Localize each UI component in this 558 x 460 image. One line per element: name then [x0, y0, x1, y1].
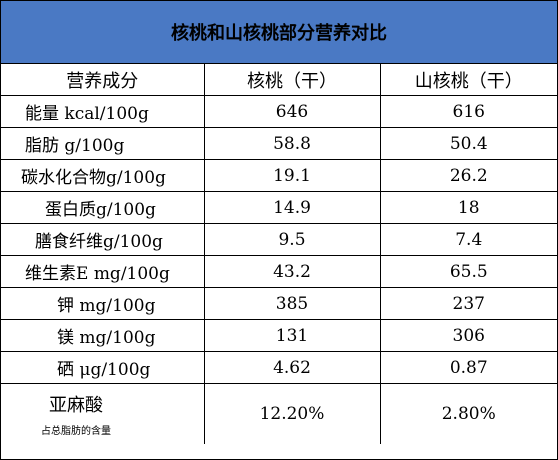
row-label: 膳食纤维g/100g [1, 223, 205, 256]
row-label-cell: 亚麻酸 占总脂肪的含量 [1, 383, 205, 444]
table-row: 维生素E mg/100g 43.2 65.5 [1, 255, 557, 288]
row-label: 能量 kcal/100g [1, 95, 205, 128]
pecan-value: 7.4 [379, 223, 557, 256]
walnut-value: 58.8 [203, 127, 381, 160]
walnut-value: 43.2 [203, 255, 381, 288]
walnut-value: 19.1 [203, 159, 381, 192]
table-row: 膳食纤维g/100g 9.5 7.4 [1, 223, 557, 256]
row-note: 占总脂肪的含量 [41, 426, 111, 437]
header-walnut: 核桃（干） [203, 64, 381, 96]
row-label: 亚麻酸 [49, 395, 103, 416]
pecan-value: 306 [379, 319, 557, 352]
row-label: 蛋白质g/100g [1, 191, 205, 224]
nutrition-table: 营养成分 核桃（干） 山核桃（干） 能量 kcal/100g 646 616 脂… [1, 64, 557, 444]
table-title-bar: 核桃和山核桃部分营养对比 [1, 1, 557, 64]
pecan-value: 26.2 [379, 159, 557, 192]
table-row: 硒 μg/100g 4.62 0.87 [1, 351, 557, 384]
row-label: 镁 mg/100g [1, 319, 205, 352]
row-label: 维生素E mg/100g [1, 255, 205, 288]
walnut-value: 12.20% [203, 383, 381, 444]
pecan-value: 65.5 [379, 255, 557, 288]
walnut-value: 385 [203, 287, 381, 320]
walnut-value: 646 [203, 95, 381, 128]
pecan-value: 2.80% [379, 383, 557, 444]
table-row-linolenic: 亚麻酸 占总脂肪的含量 12.20% 2.80% [1, 383, 557, 444]
table-title: 核桃和山核桃部分营养对比 [171, 23, 387, 44]
walnut-value: 14.9 [203, 191, 381, 224]
table-row: 钾 mg/100g 385 237 [1, 287, 557, 320]
table-row: 镁 mg/100g 131 306 [1, 319, 557, 352]
row-label: 硒 μg/100g [1, 351, 205, 384]
row-label: 脂肪 g/100g [1, 127, 205, 160]
pecan-value: 50.4 [379, 127, 557, 160]
header-pecan: 山核桃（干） [379, 64, 557, 96]
pecan-value: 616 [379, 95, 557, 128]
header-nutrient: 营养成分 [1, 64, 205, 96]
walnut-value: 9.5 [203, 223, 381, 256]
pecan-value: 18 [379, 191, 557, 224]
header-row: 营养成分 核桃（干） 山核桃（干） [1, 64, 557, 96]
walnut-value: 4.62 [203, 351, 381, 384]
row-label: 碳水化合物g/100g [1, 159, 205, 192]
row-label: 钾 mg/100g [1, 287, 205, 320]
walnut-value: 131 [203, 319, 381, 352]
table-row: 碳水化合物g/100g 19.1 26.2 [1, 159, 557, 192]
pecan-value: 237 [379, 287, 557, 320]
table-row: 能量 kcal/100g 646 616 [1, 95, 557, 128]
table-row: 脂肪 g/100g 58.8 50.4 [1, 127, 557, 160]
table-row: 蛋白质g/100g 14.9 18 [1, 191, 557, 224]
pecan-value: 0.87 [379, 351, 557, 384]
